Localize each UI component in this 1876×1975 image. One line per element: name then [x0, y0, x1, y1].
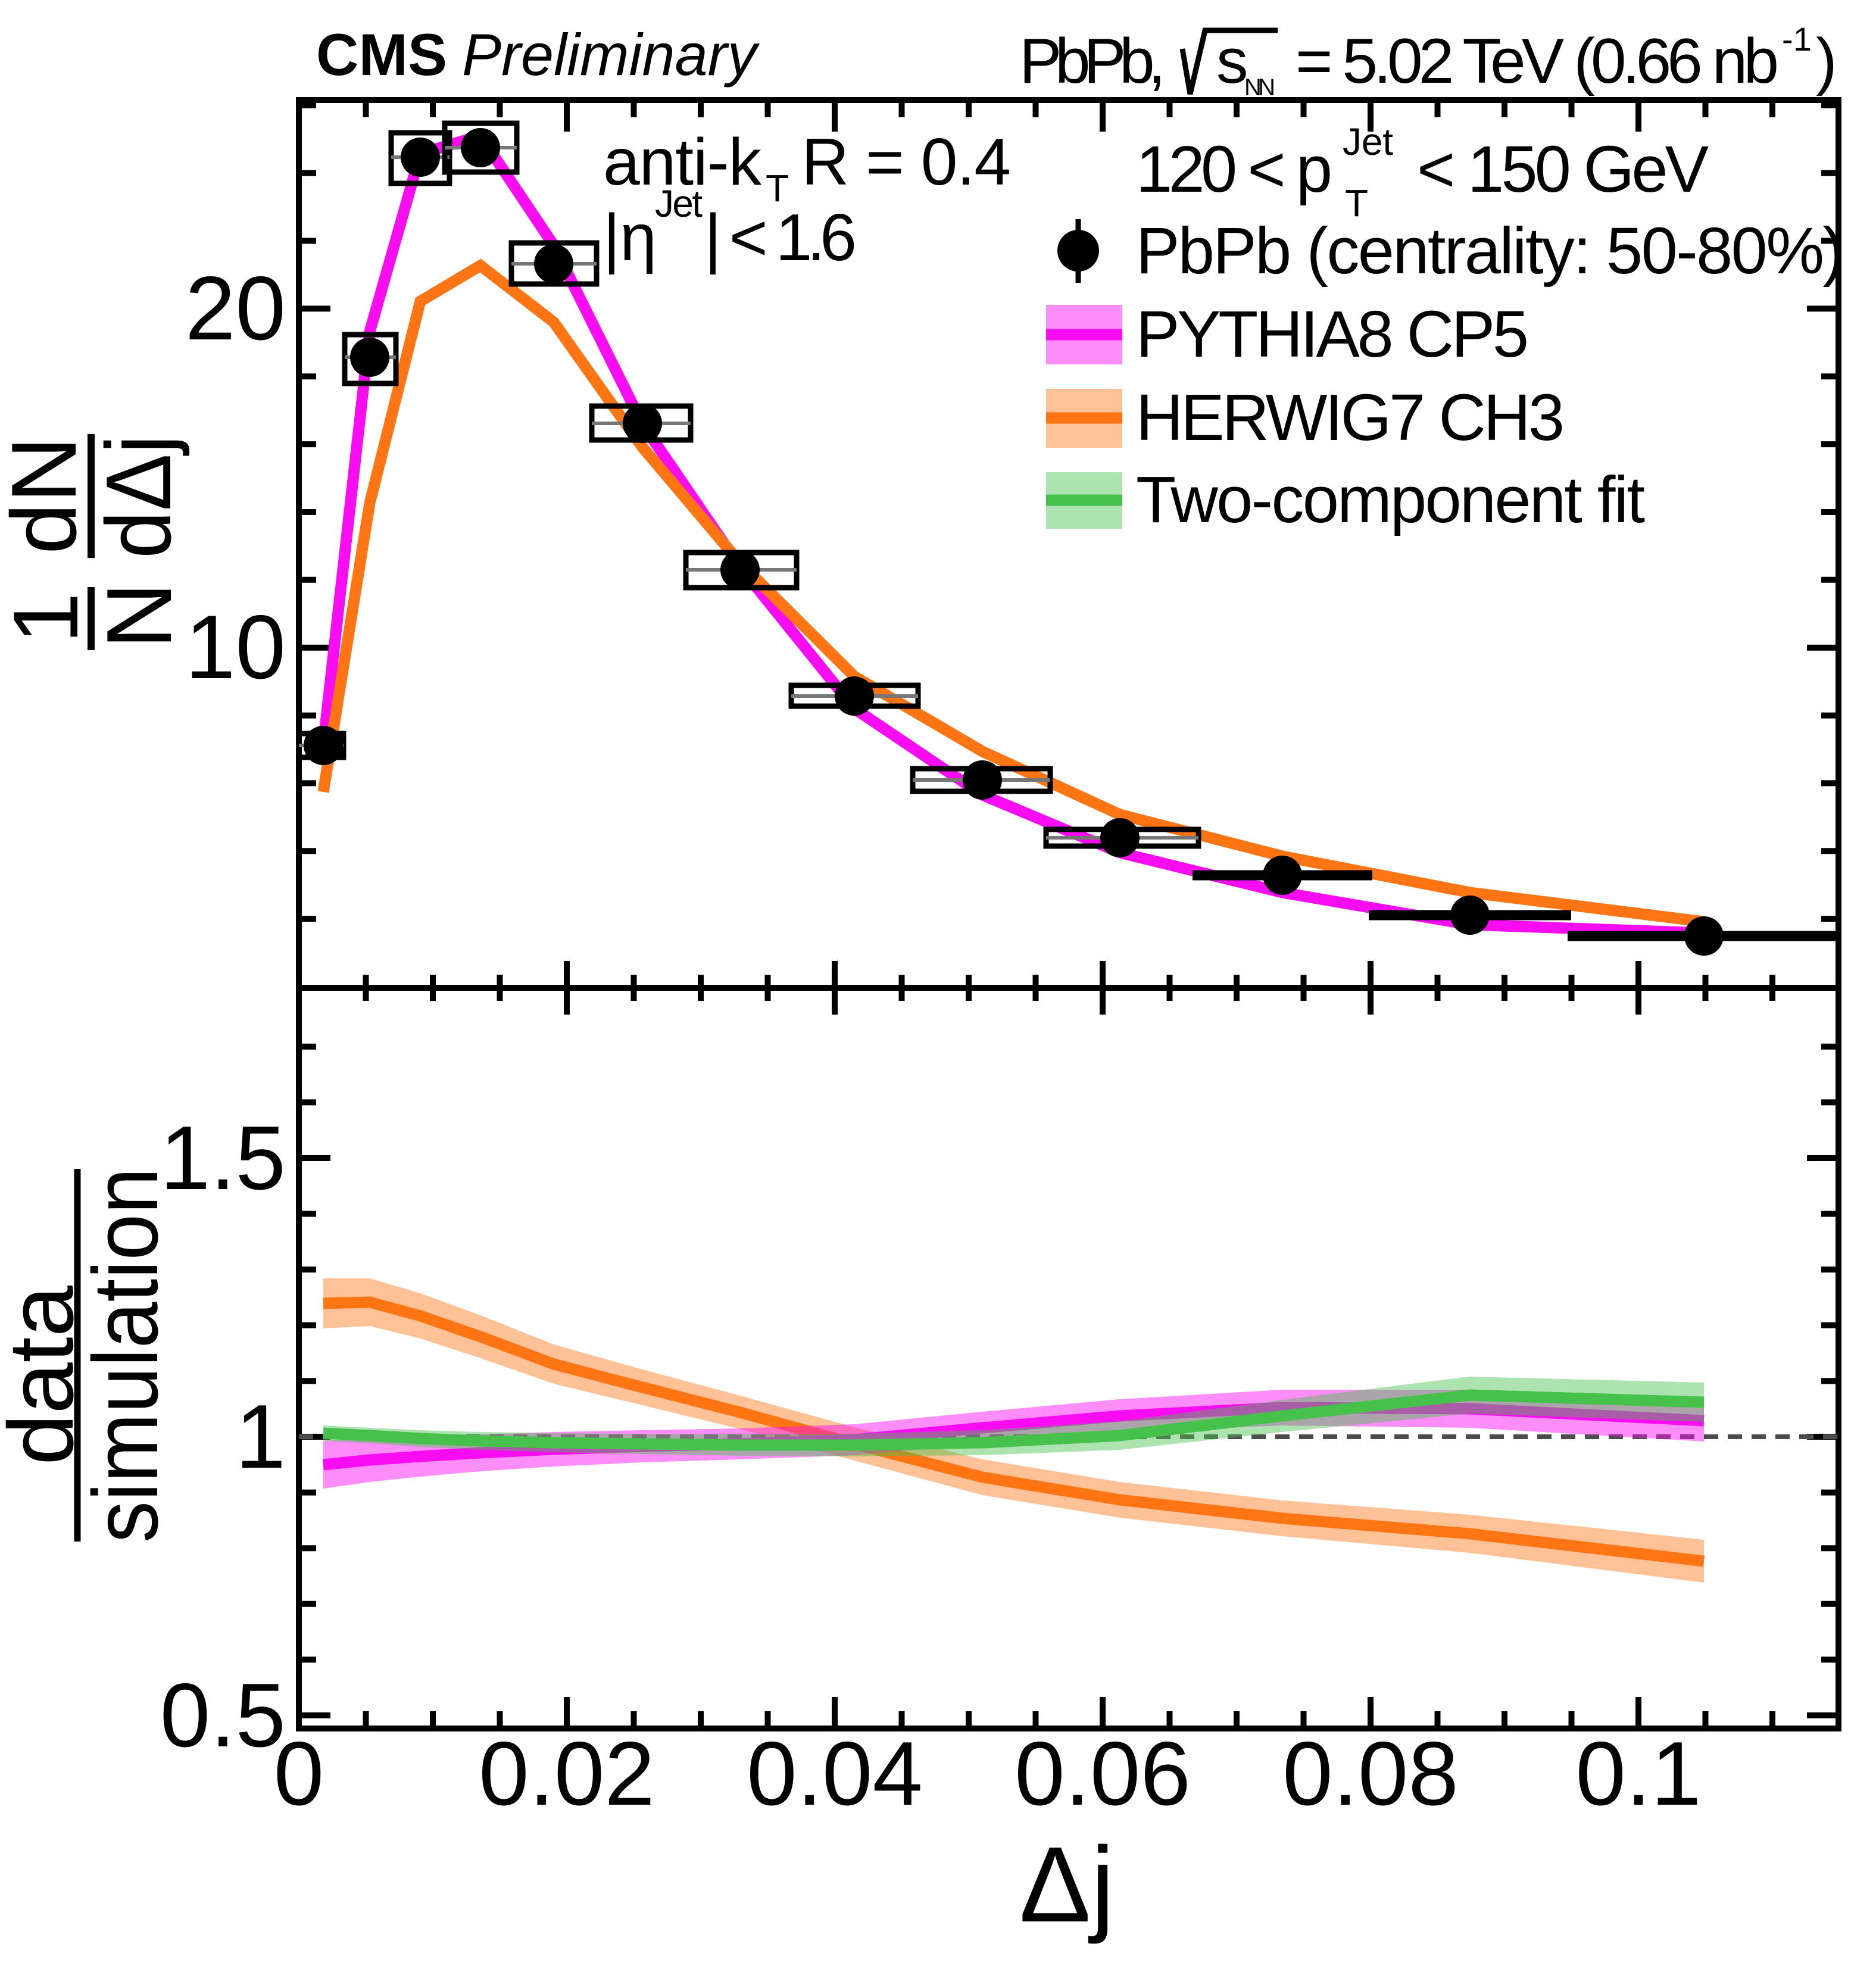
- svg-text:simulation: simulation: [74, 1168, 177, 1543]
- svg-text:Two-component fit: Two-component fit: [1136, 463, 1645, 536]
- svg-text:|η: |η: [603, 201, 657, 274]
- svg-text:PbPb (centrality: 50-80%): PbPb (centrality: 50-80%): [1136, 214, 1844, 288]
- svg-text:PYTHIA8 CP5: PYTHIA8 CP5: [1136, 298, 1529, 371]
- svg-text:): ): [1816, 25, 1837, 96]
- svg-text:120 < p: 120 < p: [1136, 133, 1332, 206]
- svg-text:Jet: Jet: [1343, 120, 1393, 163]
- svg-text:0.04: 0.04: [747, 1723, 923, 1824]
- svg-text:dΔj: dΔj: [87, 435, 190, 559]
- svg-text:PbPb,: PbPb,: [1019, 25, 1166, 96]
- svg-text:0.02: 0.02: [479, 1723, 655, 1824]
- svg-text:1: 1: [0, 592, 97, 644]
- svg-text:10: 10: [185, 597, 286, 698]
- svg-text:1: 1: [235, 1386, 286, 1487]
- svg-text:20: 20: [185, 258, 286, 359]
- svg-text:anti-k: anti-k: [603, 125, 762, 199]
- svg-text:R = 0.4: R = 0.4: [801, 125, 1011, 199]
- svg-text:| < 1.6: | < 1.6: [704, 201, 857, 274]
- svg-text:0.08: 0.08: [1282, 1723, 1459, 1824]
- svg-text:< 150 GeV: < 150 GeV: [1417, 133, 1709, 206]
- svg-text:CMS: CMS: [316, 21, 447, 88]
- svg-text:0.1: 0.1: [1575, 1723, 1701, 1824]
- svg-text:T: T: [766, 167, 789, 210]
- svg-text:0: 0: [274, 1723, 324, 1824]
- svg-text:N: N: [88, 582, 191, 649]
- svg-text:= 5.02 TeV (0.66 nb: = 5.02 TeV (0.66 nb: [1296, 25, 1779, 96]
- svg-text:Preliminary: Preliminary: [462, 21, 760, 88]
- svg-text:s: s: [1216, 25, 1248, 96]
- svg-text:0.06: 0.06: [1015, 1723, 1191, 1824]
- svg-text:NN: NN: [1244, 74, 1275, 101]
- svg-text:-1: -1: [1782, 20, 1812, 58]
- svg-text:dN: dN: [0, 436, 95, 554]
- svg-text:T: T: [1345, 182, 1368, 224]
- svg-text:HERWIG7 CH3: HERWIG7 CH3: [1136, 381, 1565, 454]
- svg-text:0.5: 0.5: [160, 1665, 286, 1766]
- svg-text:1.5: 1.5: [160, 1107, 286, 1209]
- svg-text:Δj: Δj: [1019, 1825, 1115, 1945]
- svg-text:Jet: Jet: [655, 182, 703, 225]
